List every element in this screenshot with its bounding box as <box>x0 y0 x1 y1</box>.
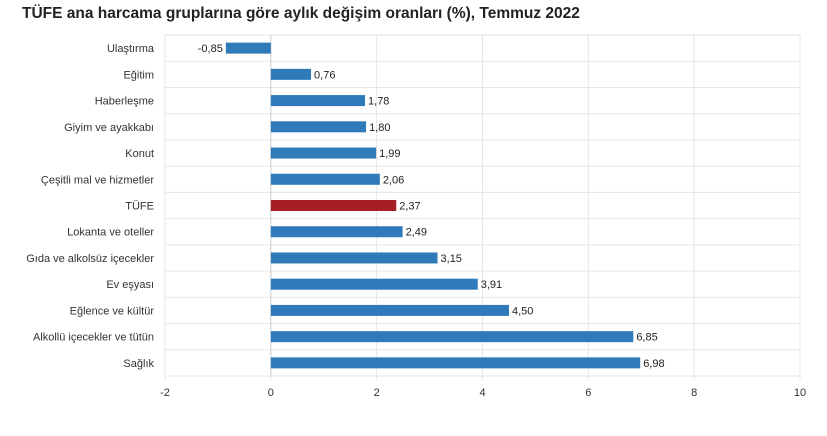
x-tick-label: 8 <box>691 387 697 399</box>
value-label: 6,98 <box>643 358 664 370</box>
x-tick-label: 6 <box>585 387 591 399</box>
category-label: Konut <box>125 148 154 160</box>
bar[interactable] <box>270 357 641 369</box>
bar-layer <box>225 42 641 369</box>
bar[interactable] <box>270 200 397 211</box>
category-label: Haberleşme <box>95 96 154 108</box>
category-label: Çeşitli mal ve hizmetler <box>41 174 154 186</box>
category-label: Ulaştırma <box>107 43 155 55</box>
x-tick-label: -2 <box>160 387 170 399</box>
x-tick-label: 2 <box>374 387 380 399</box>
value-label: 1,80 <box>369 122 390 134</box>
category-label: Eğitim <box>123 69 154 81</box>
bar[interactable] <box>270 304 509 316</box>
x-tick-label: 4 <box>479 387 485 399</box>
value-label: 3,15 <box>441 253 462 265</box>
bar[interactable] <box>270 68 312 80</box>
category-label: Sağlık <box>123 358 154 370</box>
category-label: Alkollü içecekler ve tütün <box>33 332 154 344</box>
bar[interactable] <box>270 173 380 185</box>
x-tick-label: 0 <box>268 387 274 399</box>
bar[interactable] <box>270 226 403 238</box>
category-label: Giyim ve ayakkabı <box>64 122 154 134</box>
bar[interactable] <box>270 95 366 107</box>
bar[interactable] <box>270 147 377 159</box>
value-label: 2,06 <box>383 174 404 186</box>
value-label: 1,78 <box>368 96 389 108</box>
category-label: Ev eşyası <box>106 279 154 291</box>
category-label: Gıda ve alkolsüz içecekler <box>26 253 154 265</box>
label-layer: -2 0 2 4 6 8 10 Ulaştırma -0,85 Eğitim 0,76 Haberle… <box>26 43 806 399</box>
value-label: 2,37 <box>399 201 420 213</box>
value-label: 3,91 <box>481 279 502 291</box>
bar[interactable] <box>270 121 367 133</box>
value-label: -0,85 <box>198 43 223 55</box>
bar[interactable] <box>270 331 634 343</box>
grid-layer <box>164 34 801 380</box>
category-label: Lokanta ve oteller <box>67 227 154 239</box>
value-label: 2,49 <box>406 227 427 239</box>
x-tick-label: 10 <box>794 387 806 399</box>
category-label: TÜFE <box>125 201 154 213</box>
value-label: 4,50 <box>512 305 533 317</box>
value-label: 6,85 <box>636 332 657 344</box>
value-label: 1,99 <box>379 148 400 160</box>
bar[interactable] <box>225 42 271 54</box>
chart-title: TÜFE ana harcama gruplarına göre aylık d… <box>22 5 580 22</box>
bar[interactable] <box>270 252 438 264</box>
category-label: Eğlence ve kültür <box>70 305 155 317</box>
value-label: 0,76 <box>314 69 335 81</box>
bar[interactable] <box>270 278 478 290</box>
